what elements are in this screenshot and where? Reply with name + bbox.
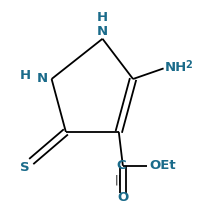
- Text: O: O: [117, 191, 128, 204]
- Text: H: H: [96, 11, 108, 24]
- Text: N: N: [37, 72, 48, 85]
- Text: S: S: [20, 161, 30, 174]
- Text: OEt: OEt: [149, 159, 175, 172]
- Text: H: H: [19, 69, 31, 82]
- Text: N: N: [96, 25, 108, 38]
- Text: 2: 2: [184, 60, 191, 70]
- Text: ||: ||: [114, 174, 121, 185]
- Text: C: C: [115, 159, 125, 172]
- Text: NH: NH: [164, 61, 186, 74]
